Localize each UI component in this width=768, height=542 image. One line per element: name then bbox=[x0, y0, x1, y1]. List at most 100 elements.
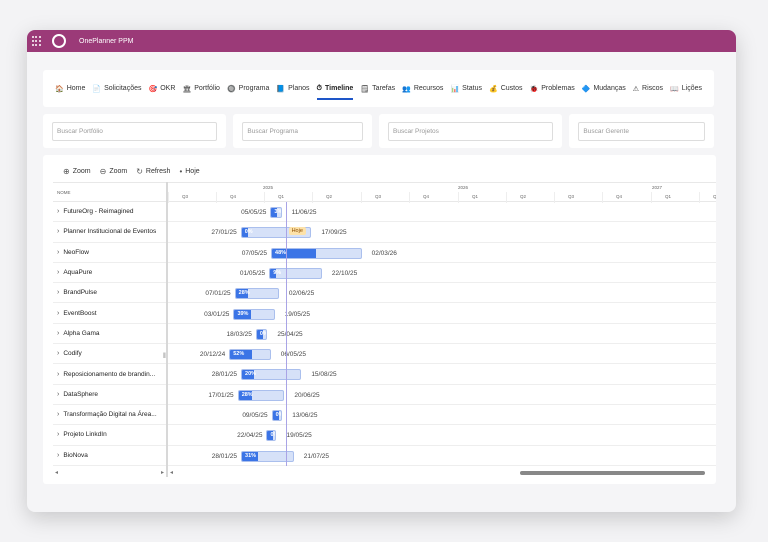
quarter-label: Q1 bbox=[472, 194, 479, 199]
plans-icon: 📘 bbox=[276, 85, 286, 93]
project-row[interactable]: › AquaPure bbox=[53, 263, 166, 284]
left-scrollbar[interactable]: ◂ ▸ bbox=[53, 469, 166, 477]
task-bar[interactable]: 20% bbox=[241, 369, 302, 381]
start-date: 22/04/25 bbox=[237, 432, 263, 440]
task-bar[interactable]: 52% bbox=[229, 349, 271, 361]
project-row[interactable]: › DataSphere bbox=[53, 385, 166, 405]
nav-item-lições[interactable]: 📖 Lições bbox=[670, 81, 702, 97]
nav-item-home[interactable]: 🏠 Home bbox=[55, 81, 85, 97]
nav-item-okr[interactable]: 🎯 OKR bbox=[148, 81, 175, 97]
timeline-scroll-left-icon[interactable]: ◂ bbox=[170, 470, 174, 476]
scroll-right-icon[interactable]: ▸ bbox=[160, 470, 164, 476]
project-row[interactable]: › FutureOrg - Reimagined bbox=[53, 202, 166, 223]
project-name: AquaPure bbox=[63, 269, 93, 277]
nav-item-label: Riscos bbox=[642, 85, 664, 92]
today-label: Hoje bbox=[185, 168, 200, 175]
quarter-divider bbox=[216, 192, 217, 203]
chevron-right-icon[interactable]: › bbox=[57, 208, 60, 216]
chevron-right-icon[interactable]: › bbox=[57, 370, 60, 378]
nav-item-mudanças[interactable]: 🔷 Mudanças bbox=[582, 81, 626, 97]
project-row[interactable]: › NeoFlow bbox=[53, 243, 166, 263]
chevron-right-icon[interactable]: › bbox=[57, 329, 60, 337]
nav-item-status[interactable]: 📊 Status bbox=[450, 81, 482, 97]
nav-item-label: Mudanças bbox=[593, 85, 626, 92]
chevron-right-icon[interactable]: › bbox=[57, 309, 60, 317]
task-bar[interactable]: 31% bbox=[241, 450, 294, 462]
progress-fill bbox=[270, 268, 277, 278]
nav-item-recursos[interactable]: 👥 Recursos bbox=[402, 81, 443, 97]
portfolio-search-input[interactable]: Buscar Portfólio bbox=[52, 121, 218, 141]
progress-fill bbox=[235, 289, 249, 299]
chevron-right-icon[interactable]: › bbox=[57, 228, 60, 236]
nav-item-programa[interactable]: 🔘 Programa bbox=[227, 81, 269, 97]
nav-item-custos[interactable]: 💰 Custos bbox=[489, 81, 523, 97]
project-row[interactable]: › Reposicionamento de brandin... bbox=[53, 364, 166, 385]
app-launcher-icon[interactable] bbox=[32, 36, 42, 46]
project-name: Alpha Gama bbox=[63, 329, 100, 337]
task-bar[interactable]: 9% bbox=[269, 267, 322, 279]
task-bar[interactable]: 39% bbox=[233, 308, 275, 320]
progress-label: 0% bbox=[259, 330, 268, 337]
task-bar[interactable]: 48% bbox=[271, 247, 362, 259]
refresh-button[interactable]: ↻ Refresh bbox=[136, 167, 170, 176]
nav-item-portfólio[interactable]: 🏛 Portfólio bbox=[182, 81, 220, 97]
nav-item-solicitações[interactable]: 📄 Solicitações bbox=[92, 81, 141, 97]
timeline-row: 27/01/25 0% 17/09/25 bbox=[168, 222, 716, 243]
project-row[interactable]: › EventBoost bbox=[53, 303, 166, 324]
chevron-right-icon[interactable]: › bbox=[57, 411, 60, 419]
programa-search-input[interactable]: Buscar Programa bbox=[242, 121, 363, 141]
start-date: 07/01/25 bbox=[205, 290, 231, 298]
chevron-right-icon[interactable]: › bbox=[57, 269, 60, 277]
nav-item-riscos[interactable]: ⚠ Riscos bbox=[633, 81, 663, 97]
filters-bar: Buscar Portfólio Buscar Programa Buscar … bbox=[43, 114, 714, 148]
projetos-search-input[interactable]: Buscar Projetos bbox=[388, 121, 554, 141]
project-row[interactable]: › Transformação Digital na Área... bbox=[53, 405, 166, 426]
filter-card-gerente: Buscar Gerente bbox=[569, 114, 714, 148]
scroll-left-icon[interactable]: ◂ bbox=[55, 470, 59, 476]
task-bar[interactable]: 28% bbox=[237, 389, 285, 401]
refresh-label: Refresh bbox=[145, 168, 171, 175]
task-bar[interactable]: 0% bbox=[240, 227, 312, 239]
quarter-divider bbox=[699, 192, 700, 203]
chevron-right-icon[interactable]: › bbox=[57, 289, 60, 297]
today-button[interactable]: • Hoje bbox=[179, 167, 199, 176]
nav-item-label: Planos bbox=[288, 85, 310, 92]
project-row[interactable]: › Planner Institucional de Eventos bbox=[53, 222, 166, 243]
chevron-right-icon[interactable]: › bbox=[57, 248, 60, 256]
project-name: DataSphere bbox=[63, 390, 99, 398]
nav-item-problemas[interactable]: 🐞 Problemas bbox=[530, 81, 575, 97]
name-column-header[interactable]: NOME bbox=[53, 182, 166, 202]
timeline-scrollbar[interactable]: ◂ bbox=[168, 469, 716, 477]
chevron-right-icon[interactable]: › bbox=[57, 431, 60, 439]
task-bar[interactable]: 3% bbox=[270, 207, 282, 218]
project-row[interactable]: › Projeto LinkdIn bbox=[53, 425, 166, 446]
zoom-out-icon: ⊖ bbox=[99, 167, 107, 176]
nav-item-planos[interactable]: 📘 Planos bbox=[276, 81, 309, 97]
zoom-in-button[interactable]: ⊕ Zoom bbox=[63, 167, 91, 176]
task-bar[interactable]: 0% bbox=[266, 430, 277, 442]
end-date: 19/05/25 bbox=[286, 432, 312, 440]
start-date: 07/05/25 bbox=[241, 249, 268, 257]
progress-label: 0% bbox=[244, 229, 253, 236]
task-bar[interactable]: 28% bbox=[234, 288, 279, 300]
project-row[interactable]: › Alpha Gama bbox=[53, 324, 166, 345]
splitter-handle-icon[interactable]: ‖ bbox=[163, 353, 166, 360]
project-row[interactable]: › BrandPulse bbox=[53, 283, 166, 304]
quarter-label: Q2 bbox=[713, 194, 716, 199]
task-bar[interactable]: 0% bbox=[255, 328, 268, 340]
timeline-scroll-thumb[interactable] bbox=[520, 471, 705, 475]
chevron-right-icon[interactable]: › bbox=[57, 451, 60, 459]
task-bar[interactable]: 0% bbox=[271, 410, 283, 421]
project-row[interactable]: › BioNova bbox=[53, 446, 166, 466]
chevron-right-icon[interactable]: › bbox=[57, 390, 60, 398]
end-date: 25/04/25 bbox=[277, 330, 303, 338]
nav-item-tarefas[interactable]: 🗒 Tarefas bbox=[360, 81, 395, 97]
project-row[interactable]: › Codify bbox=[53, 344, 166, 365]
costs-icon: 💰 bbox=[489, 85, 498, 93]
panel-splitter[interactable] bbox=[166, 182, 168, 477]
chevron-right-icon[interactable]: › bbox=[57, 350, 60, 358]
zoom-out-button[interactable]: ⊖ Zoom bbox=[100, 167, 128, 176]
gerente-search-input[interactable]: Buscar Gerente bbox=[578, 121, 705, 141]
nav-item-timeline[interactable]: ⏱ Timeline bbox=[316, 81, 353, 100]
timeline-row: 01/05/25 9% 22/10/25 bbox=[168, 263, 716, 284]
